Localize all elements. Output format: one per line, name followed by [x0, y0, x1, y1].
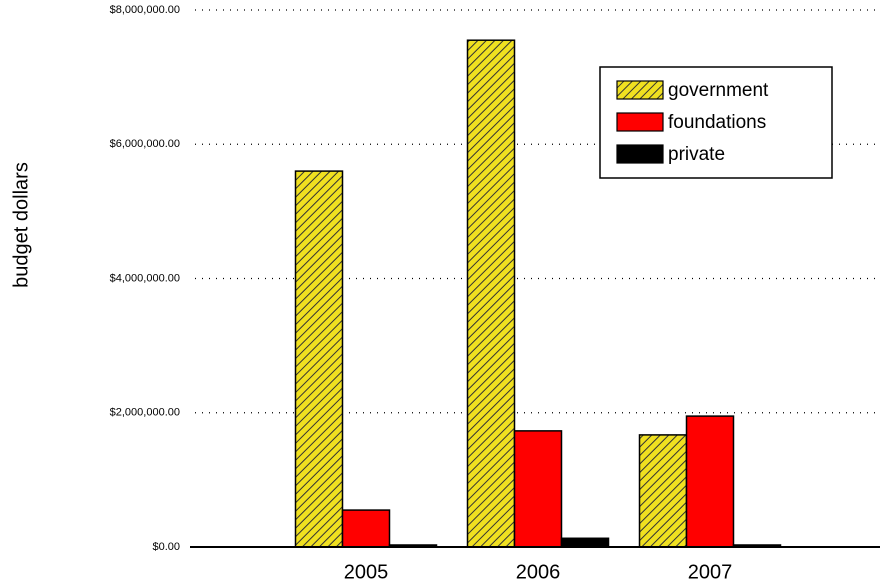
y-tick-label: $6,000,000.00 [110, 138, 180, 150]
y-tick-label: $4,000,000.00 [110, 272, 180, 284]
x-tick-label: 2006 [516, 561, 561, 583]
bar [638, 434, 688, 548]
bar [513, 430, 563, 548]
bar [466, 39, 516, 548]
bar [294, 170, 344, 548]
bar [685, 415, 735, 548]
legend-swatch [616, 80, 664, 100]
y-tick-label: $8,000,000.00 [110, 4, 180, 16]
y-tick-label: $2,000,000.00 [110, 407, 180, 419]
bar [341, 509, 391, 548]
y-axis-label: budget dollars [10, 162, 32, 288]
legend-label: government [668, 80, 769, 101]
legend-swatch [616, 112, 664, 132]
legend-swatch [616, 144, 664, 164]
legend-label: foundations [668, 112, 766, 133]
x-tick-label: 2005 [344, 561, 389, 583]
x-tick-label: 2007 [688, 561, 733, 583]
legend-label: private [668, 144, 725, 165]
bar [560, 537, 610, 548]
y-tick-label: $0.00 [152, 541, 180, 553]
